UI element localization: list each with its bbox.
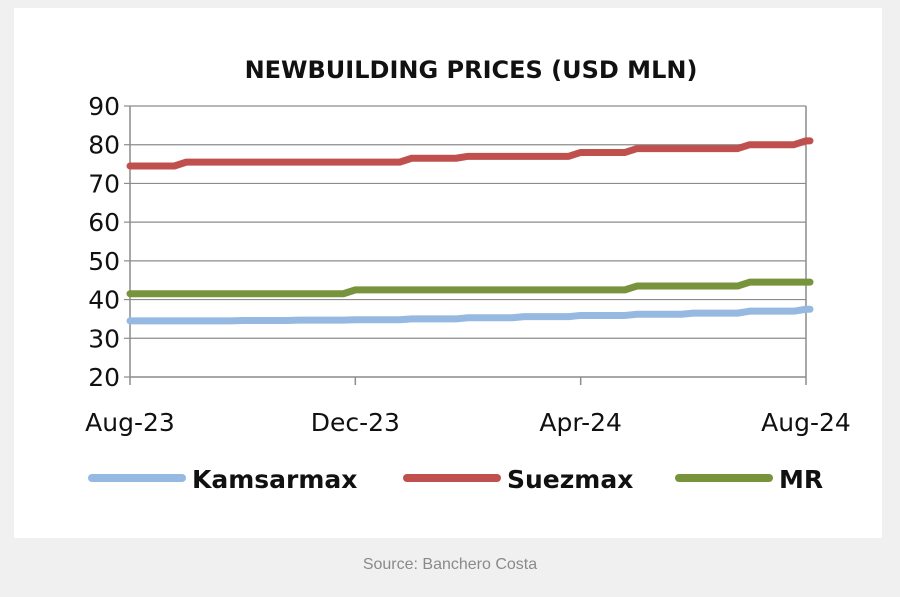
chart: NEWBUILDING PRICES (USD MLN) 90 80 70 60 50 4… bbox=[85, 56, 851, 494]
x-axis-ticks: Aug-23 Dec-23 Apr-24 Aug-24 bbox=[85, 408, 851, 437]
chart-title: NEWBUILDING PRICES (USD MLN) bbox=[245, 56, 698, 84]
x-tick-label: Apr-24 bbox=[539, 408, 621, 437]
y-axis-ticks: 90 80 70 60 50 40 30 20 bbox=[88, 92, 120, 392]
source-caption: Source: Banchero Costa bbox=[362, 556, 538, 573]
y-tick-label: 60 bbox=[88, 208, 120, 237]
legend-label: Suezmax bbox=[507, 465, 633, 494]
grid-lines bbox=[130, 105, 806, 339]
series-lines bbox=[126, 137, 814, 325]
y-tick-label: 50 bbox=[88, 247, 120, 276]
legend: Kamsarmax Suezmax MR bbox=[88, 465, 823, 494]
y-tick-label: 30 bbox=[88, 324, 120, 353]
series-line-kamsarmax bbox=[126, 305, 814, 325]
y-tick-label: 70 bbox=[88, 169, 120, 198]
series-line-mr bbox=[126, 278, 814, 298]
chart-card: NEWBUILDING PRICES (USD MLN) 90 80 70 60 50 4… bbox=[14, 8, 882, 538]
legend-label: MR bbox=[779, 465, 823, 494]
legend-label: Kamsarmax bbox=[192, 465, 357, 494]
y-tick-label: 90 bbox=[88, 92, 120, 121]
y-tick-label: 80 bbox=[88, 131, 120, 160]
x-tick-label: Dec-23 bbox=[311, 408, 400, 437]
x-tick-label: Aug-23 bbox=[85, 408, 175, 437]
x-tick-label: Aug-24 bbox=[761, 408, 851, 437]
y-tick-label: 20 bbox=[88, 363, 120, 392]
axes bbox=[124, 105, 807, 385]
y-tick-label: 40 bbox=[88, 286, 120, 315]
series-line-suezmax bbox=[126, 137, 814, 170]
